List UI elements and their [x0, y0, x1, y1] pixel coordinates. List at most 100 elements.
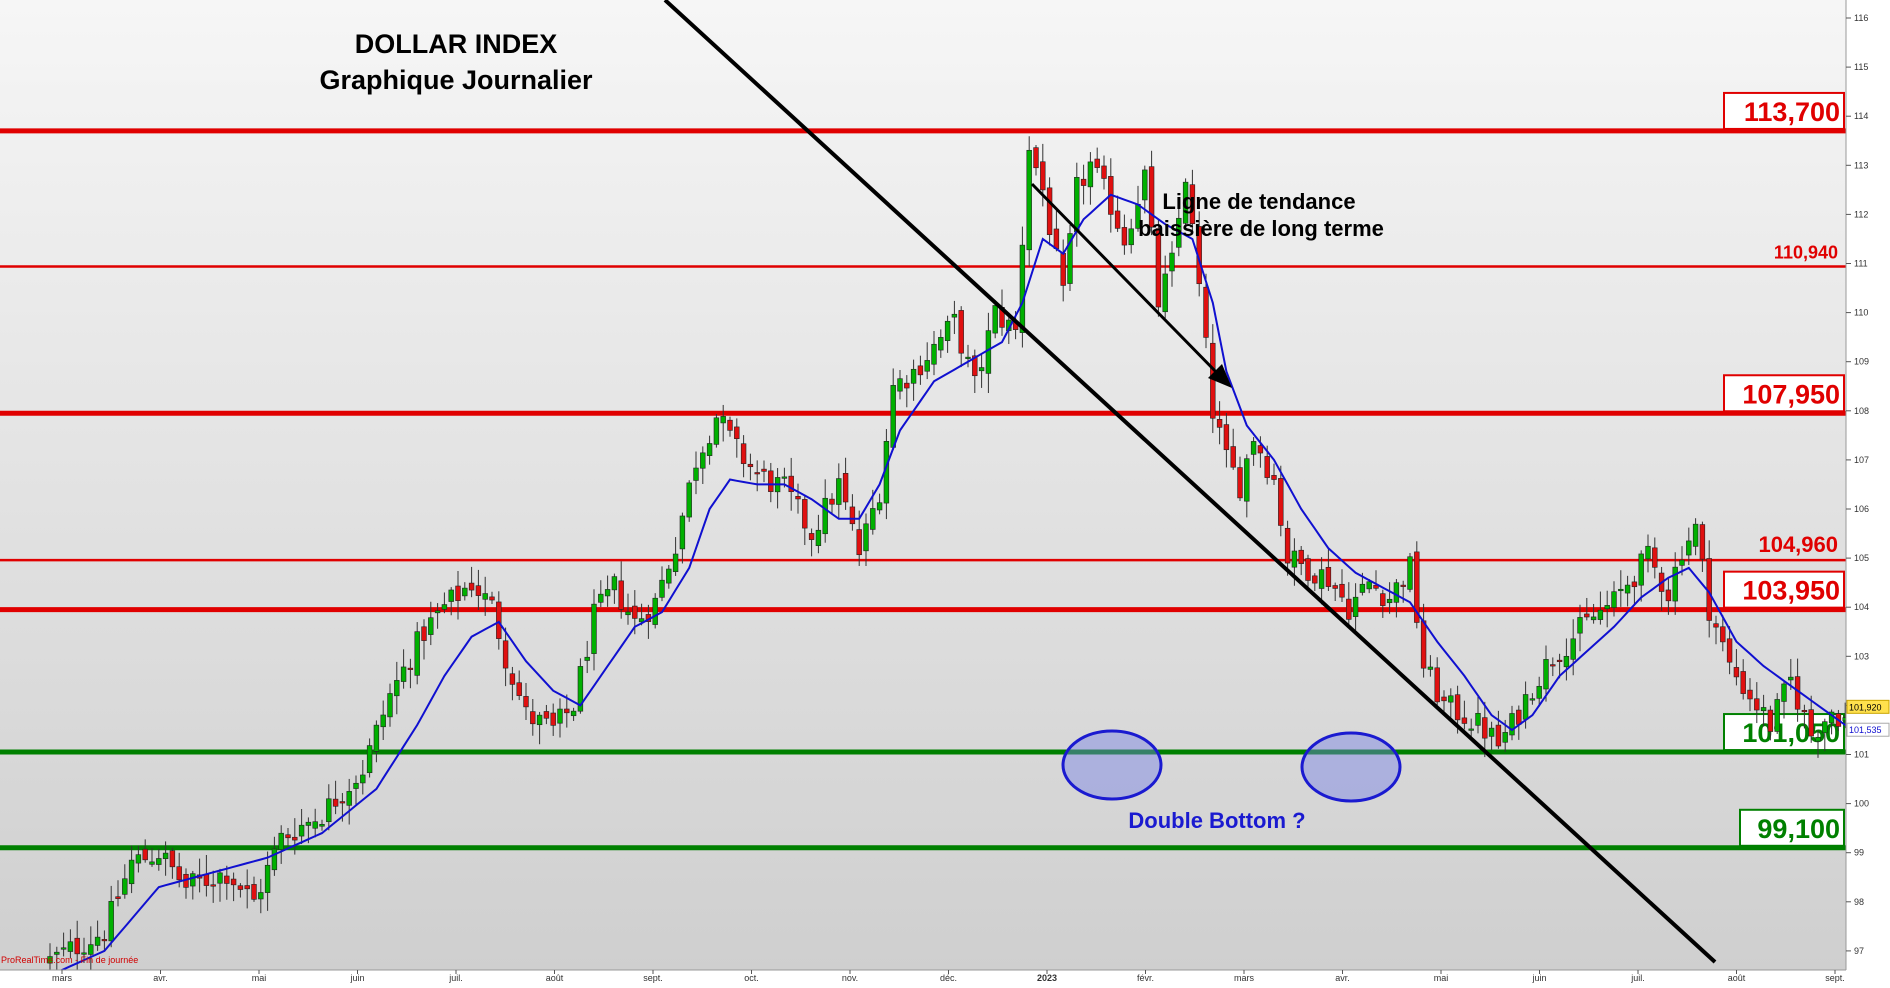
candle	[380, 700, 386, 741]
candle	[271, 836, 278, 876]
long-term-trendline	[663, 0, 1717, 964]
candle	[863, 513, 869, 567]
level-label-3: 104,960	[1758, 532, 1838, 557]
candle	[1121, 214, 1128, 255]
candle	[829, 493, 835, 514]
candle	[931, 330, 937, 376]
candle	[421, 619, 427, 660]
chart-title: DOLLAR INDEX	[355, 29, 558, 59]
candle	[659, 566, 665, 602]
candle	[1665, 578, 1672, 615]
candle	[1536, 676, 1542, 707]
moving-average-line	[49, 193, 1890, 977]
candle	[1332, 582, 1338, 601]
y-tick-label: 97	[1854, 946, 1864, 956]
candle	[1189, 169, 1196, 233]
y-tick-label: 100	[1854, 799, 1869, 809]
candle	[502, 627, 509, 687]
candle	[482, 576, 488, 616]
candle	[1822, 718, 1828, 752]
candle	[360, 760, 366, 795]
candle	[897, 370, 903, 400]
candle	[122, 864, 128, 899]
candle	[1366, 579, 1372, 594]
candle	[373, 720, 380, 763]
candle	[910, 359, 917, 401]
candle	[1352, 583, 1359, 631]
candle	[1284, 520, 1291, 576]
candle	[1318, 557, 1325, 605]
level-label-0: 113,700	[1744, 97, 1840, 127]
y-tick-label: 110	[1854, 308, 1868, 318]
candle	[740, 435, 747, 478]
candle	[795, 483, 801, 514]
candle	[1026, 136, 1032, 267]
candle	[1250, 437, 1257, 466]
chart-subtitle: Graphique Journalier	[319, 65, 593, 95]
x-tick-label: mars	[1234, 973, 1254, 983]
level-label-box-6	[1739, 808, 1845, 847]
candle	[924, 342, 930, 380]
candle	[135, 845, 142, 873]
candle	[1155, 219, 1162, 317]
candle	[1624, 575, 1631, 607]
plot-background	[0, 0, 1846, 970]
candle	[400, 649, 407, 689]
candle	[965, 344, 971, 368]
candle	[1298, 545, 1304, 576]
y-tick-label: 116	[1854, 13, 1868, 23]
level-label-box-0	[1723, 91, 1845, 130]
candle	[1563, 638, 1570, 681]
candle	[815, 514, 822, 554]
candle	[224, 865, 230, 900]
candle	[1577, 604, 1583, 652]
y-tick-label: 104	[1854, 602, 1869, 612]
candle	[1237, 456, 1243, 502]
candle	[693, 451, 699, 495]
candle	[836, 463, 842, 519]
candle	[251, 876, 257, 902]
candle	[842, 457, 849, 510]
candle	[652, 593, 658, 629]
candle	[1740, 659, 1746, 700]
candle	[523, 682, 529, 721]
candle	[475, 569, 482, 611]
candle	[1774, 693, 1780, 734]
candle	[1468, 718, 1474, 737]
candle	[169, 847, 176, 879]
x-tick-label: août	[546, 973, 564, 983]
candle	[1475, 695, 1481, 734]
candle	[604, 575, 611, 607]
candle	[190, 870, 196, 900]
trend-arrow-head	[1208, 364, 1232, 388]
candle	[366, 738, 373, 778]
x-tick-label: avr.	[1335, 973, 1350, 983]
candle	[1162, 255, 1168, 319]
levels-layer: 113,700110,940107,950104,960103,950101,0…	[0, 91, 1846, 851]
price-tag-box-1	[1846, 722, 1890, 737]
candle	[849, 494, 856, 531]
y-tick-label: 112	[1854, 209, 1868, 219]
candle	[672, 537, 679, 576]
candle	[142, 839, 148, 863]
candle	[468, 566, 475, 598]
y-tick-label: 109	[1854, 357, 1869, 367]
candle	[1434, 657, 1440, 706]
candle	[509, 666, 516, 701]
candle	[455, 571, 461, 620]
candle	[1672, 552, 1678, 615]
candle	[550, 703, 556, 736]
candle	[808, 528, 815, 557]
candle	[734, 418, 740, 458]
candle	[1339, 569, 1345, 602]
x-tick-label: nov.	[842, 973, 858, 983]
candle	[992, 300, 998, 339]
candle	[618, 561, 624, 619]
candle	[638, 603, 645, 626]
candle	[625, 593, 631, 625]
candle	[326, 784, 332, 831]
y-tick-label: 111	[1854, 259, 1868, 269]
candle	[1203, 273, 1209, 349]
x-tick-label: août	[1728, 973, 1746, 983]
candle	[489, 591, 495, 604]
